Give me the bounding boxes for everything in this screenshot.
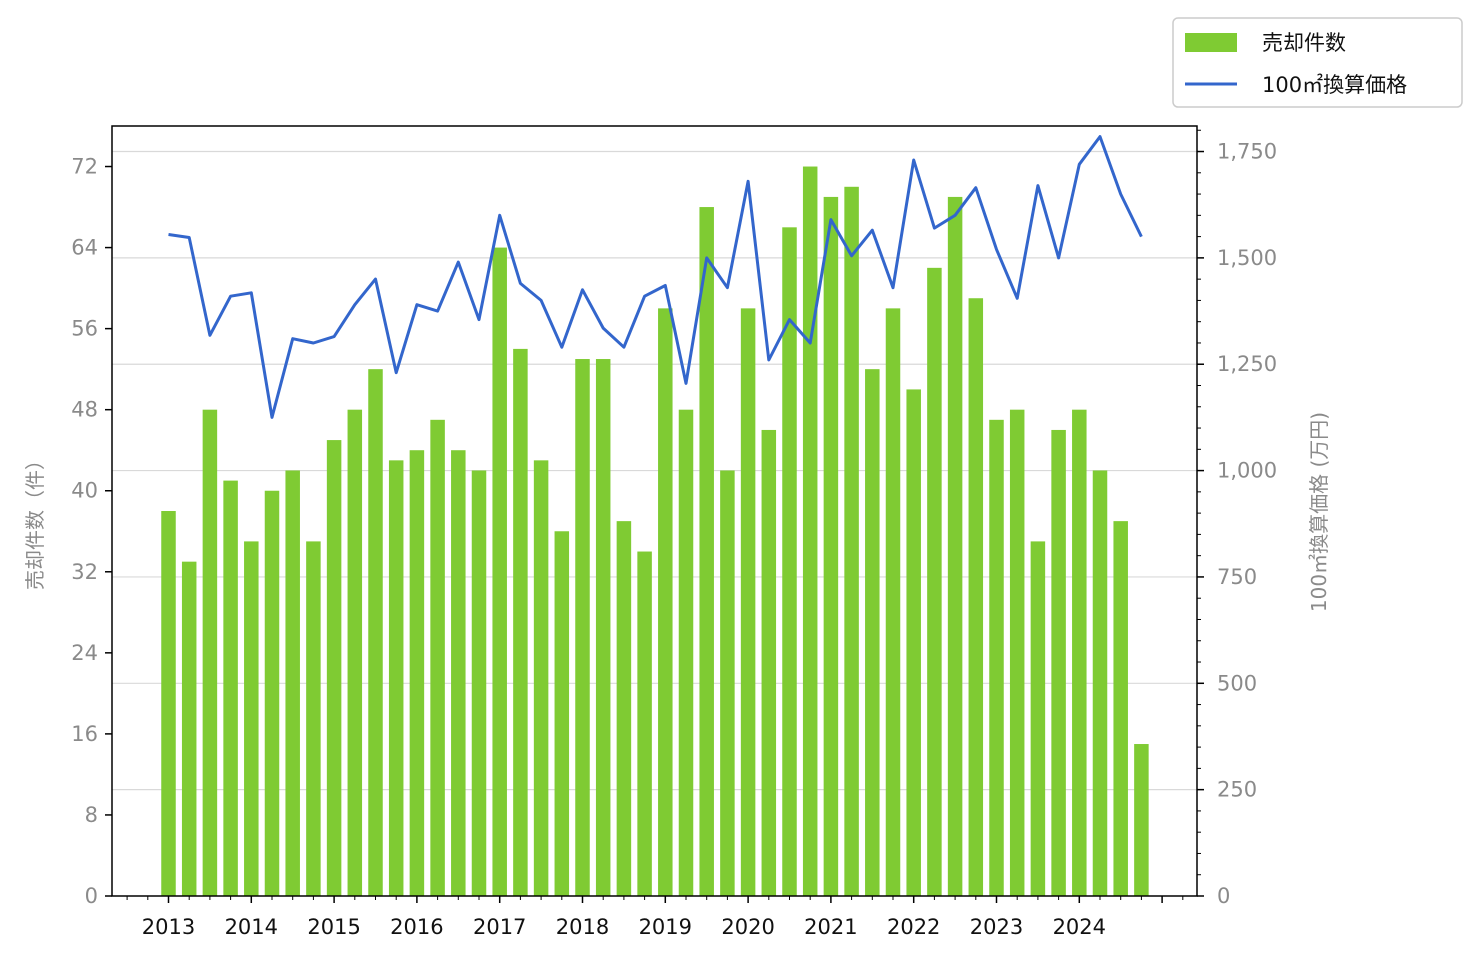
bar bbox=[1009, 409, 1025, 896]
bar bbox=[1092, 470, 1108, 896]
bar bbox=[202, 409, 218, 896]
legend-swatch-sales-count bbox=[1185, 33, 1237, 52]
bar bbox=[1072, 409, 1087, 896]
y2-axis-title: 100㎡換算価格 (万円) bbox=[1307, 412, 1331, 612]
bar bbox=[575, 359, 590, 896]
bar bbox=[513, 348, 528, 896]
y-tick-label: 72 bbox=[71, 155, 98, 179]
x-tick-label: 2019 bbox=[639, 915, 692, 939]
bar bbox=[802, 166, 818, 897]
bar bbox=[181, 561, 197, 896]
legend-box bbox=[1172, 17, 1463, 108]
bar bbox=[264, 490, 280, 896]
y2-tick-label: 0 bbox=[1217, 884, 1230, 908]
y2-tick-label: 500 bbox=[1217, 671, 1257, 695]
bar bbox=[1030, 541, 1046, 896]
axes: 0 8 16 24 32 40 48 56 64 72 0 250 500 750 1,000 1,250 1,… bbox=[71, 129, 1277, 939]
x-tick-label: 2017 bbox=[473, 915, 526, 939]
y-tick-label: 16 bbox=[71, 722, 98, 746]
x-tick-label: 2021 bbox=[804, 915, 857, 939]
bar bbox=[968, 298, 984, 897]
bar bbox=[761, 429, 777, 896]
bar bbox=[1051, 429, 1066, 896]
x-tick-label: 2022 bbox=[887, 915, 940, 939]
y2-tick-label: 1,250 bbox=[1217, 352, 1277, 376]
bar bbox=[306, 541, 321, 896]
bar bbox=[1134, 744, 1149, 896]
bar bbox=[658, 308, 673, 896]
bar bbox=[885, 308, 901, 896]
legend: 売却件数 100㎡換算価格 bbox=[1172, 17, 1463, 108]
y-tick-label: 40 bbox=[71, 479, 98, 503]
bar bbox=[595, 359, 611, 896]
line-series-price bbox=[168, 135, 1143, 419]
x-tick-label: 2013 bbox=[142, 915, 195, 939]
bar bbox=[989, 419, 1004, 896]
bar bbox=[1113, 521, 1128, 896]
bar bbox=[865, 369, 880, 896]
legend-label-price: 100㎡換算価格 bbox=[1262, 73, 1407, 97]
x-tick-label: 2020 bbox=[721, 915, 774, 939]
bar bbox=[471, 470, 487, 896]
bar bbox=[347, 409, 363, 896]
y-tick-label: 48 bbox=[71, 398, 98, 422]
bar bbox=[637, 551, 652, 896]
bar bbox=[720, 470, 735, 896]
y-tick-label: 8 bbox=[85, 803, 98, 827]
bar-series-sales-count bbox=[161, 166, 1149, 897]
legend-label-sales-count: 売却件数 bbox=[1262, 31, 1346, 55]
bar bbox=[844, 186, 859, 896]
bar bbox=[782, 227, 797, 896]
y-tick-label: 56 bbox=[71, 317, 98, 341]
bar bbox=[161, 511, 176, 896]
bar bbox=[927, 267, 942, 896]
y-tick-label: 24 bbox=[71, 641, 98, 665]
x-tick-label: 2023 bbox=[970, 915, 1023, 939]
y-tick-label: 32 bbox=[71, 560, 98, 584]
y2-tick-label: 1,750 bbox=[1217, 140, 1277, 164]
y-tick-label: 64 bbox=[71, 236, 98, 260]
y2-tick-label: 1,000 bbox=[1217, 459, 1277, 483]
price-line bbox=[168, 135, 1143, 419]
bar bbox=[678, 409, 694, 896]
bar bbox=[492, 247, 507, 896]
x-tick-label: 2014 bbox=[225, 915, 278, 939]
bar bbox=[223, 480, 238, 896]
y2-tick-label: 1,500 bbox=[1217, 246, 1277, 270]
bar bbox=[326, 440, 342, 896]
bar bbox=[906, 389, 921, 896]
bar bbox=[430, 419, 445, 896]
bar bbox=[409, 450, 425, 896]
bar bbox=[368, 369, 383, 896]
x-tick-label: 2015 bbox=[307, 915, 360, 939]
bar bbox=[947, 196, 963, 897]
bar bbox=[616, 521, 632, 896]
y-tick-label: 0 bbox=[85, 884, 98, 908]
y2-tick-label: 750 bbox=[1217, 565, 1257, 589]
bar bbox=[823, 196, 839, 897]
bar bbox=[699, 207, 714, 897]
bar bbox=[388, 460, 404, 896]
plot-frame bbox=[111, 125, 1198, 897]
bar bbox=[740, 308, 756, 896]
bar bbox=[285, 470, 300, 896]
x-tick-label: 2016 bbox=[390, 915, 443, 939]
bar bbox=[533, 460, 549, 896]
x-tick-label: 2024 bbox=[1053, 915, 1106, 939]
bar bbox=[554, 531, 570, 896]
y-axis-title: 売却件数（件） bbox=[23, 450, 47, 590]
x-tick-label: 2018 bbox=[556, 915, 609, 939]
y2-tick-label: 250 bbox=[1217, 778, 1257, 802]
bar bbox=[244, 541, 259, 896]
bar bbox=[451, 450, 466, 896]
